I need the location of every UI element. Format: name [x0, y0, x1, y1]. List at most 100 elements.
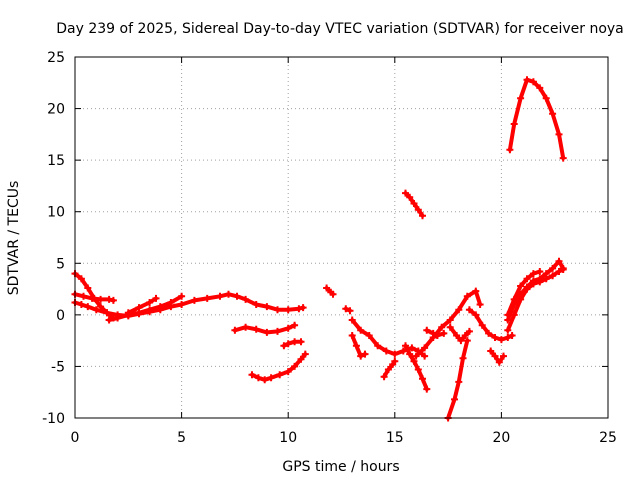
series-track-13 — [380, 357, 399, 381]
data-point — [109, 296, 117, 304]
data-point — [357, 326, 365, 334]
data-point — [178, 292, 186, 300]
y-tick-label: 15 — [47, 153, 65, 169]
data-point — [451, 395, 458, 403]
data-point — [555, 268, 563, 275]
data-point — [357, 352, 365, 360]
data-point — [84, 303, 92, 311]
data-point — [233, 292, 241, 300]
data-point — [135, 304, 143, 312]
data-point — [248, 371, 256, 379]
data-point — [156, 303, 164, 311]
data-point — [391, 350, 399, 358]
data-point — [88, 294, 96, 302]
data-point — [453, 332, 461, 339]
y-axis-label: SDTVAR / TECUs — [6, 181, 22, 296]
data-point — [495, 358, 503, 366]
data-point — [423, 385, 431, 393]
data-point — [523, 275, 531, 283]
series-track-5 — [124, 294, 160, 317]
data-point — [465, 327, 473, 335]
data-point — [487, 347, 495, 355]
data-point — [559, 264, 567, 272]
data-point — [408, 344, 416, 352]
data-point — [77, 275, 85, 283]
data-point — [438, 323, 446, 331]
series-line — [507, 77, 566, 161]
y-tick-label: -10 — [42, 411, 65, 427]
data-point — [97, 295, 105, 303]
data-point — [497, 336, 505, 344]
data-point — [225, 290, 232, 298]
data-point — [382, 347, 390, 355]
data-point — [178, 301, 186, 308]
series-track-21 — [487, 347, 507, 366]
data-point — [242, 323, 250, 331]
data-point — [440, 329, 448, 337]
data-point — [80, 292, 87, 300]
grid-lines — [75, 57, 608, 418]
data-point — [529, 277, 537, 285]
data-point — [549, 272, 557, 280]
series-line — [382, 359, 397, 379]
x-tick-label: 10 — [279, 430, 297, 446]
data-point — [510, 120, 518, 128]
series-line — [446, 338, 470, 420]
x-tick-label: 5 — [177, 430, 186, 446]
data-point — [323, 284, 331, 292]
x-tick-label: 25 — [599, 430, 617, 446]
data-point — [103, 309, 111, 317]
data-point — [414, 206, 422, 214]
data-point — [231, 326, 239, 334]
data-point — [455, 306, 463, 314]
data-point — [423, 326, 431, 334]
data-point — [352, 342, 360, 350]
data-point — [472, 287, 480, 295]
data-point — [500, 352, 507, 360]
data-point — [555, 130, 563, 138]
series-track-20 — [465, 306, 516, 344]
data-point — [92, 306, 100, 314]
data-point — [361, 350, 369, 358]
axis-ticks: 0 5 10 15 20 25 -10 -5 0 5 10 15 20 25 — [42, 50, 617, 446]
data-point — [476, 301, 484, 308]
data-point — [433, 332, 441, 339]
data-point — [284, 340, 292, 348]
data-point — [446, 323, 454, 331]
data-point — [297, 355, 305, 363]
data-point — [459, 354, 467, 362]
data-point — [517, 94, 525, 102]
y-tick-label: 5 — [56, 256, 65, 272]
data-point — [391, 357, 399, 365]
data-point — [284, 306, 292, 314]
x-tick-label: 20 — [492, 430, 510, 446]
series-line — [424, 328, 446, 338]
data-point — [555, 257, 563, 265]
data-point — [399, 347, 407, 355]
data-point — [274, 306, 281, 314]
data-point — [414, 366, 422, 373]
data-point — [504, 311, 512, 319]
data-point — [261, 376, 269, 384]
data-point — [263, 328, 271, 336]
data-point — [295, 305, 303, 313]
series-track-11 — [348, 316, 429, 360]
data-point — [402, 342, 409, 350]
data-point — [380, 373, 388, 381]
x-tick-label: 15 — [386, 430, 404, 446]
series-line — [414, 289, 483, 359]
data-point — [517, 282, 525, 290]
data-point — [146, 306, 154, 314]
data-point — [252, 325, 260, 333]
y-tick-label: 10 — [47, 205, 65, 221]
y-tick-label: 20 — [47, 102, 65, 118]
data-point — [504, 334, 512, 341]
data-point — [421, 344, 429, 352]
series-track-4 — [105, 292, 186, 324]
data-point — [267, 374, 275, 382]
data-point — [491, 352, 499, 360]
series-track-16 — [412, 287, 484, 360]
data-point — [402, 189, 409, 197]
data-point — [203, 294, 211, 302]
data-point — [242, 295, 250, 303]
